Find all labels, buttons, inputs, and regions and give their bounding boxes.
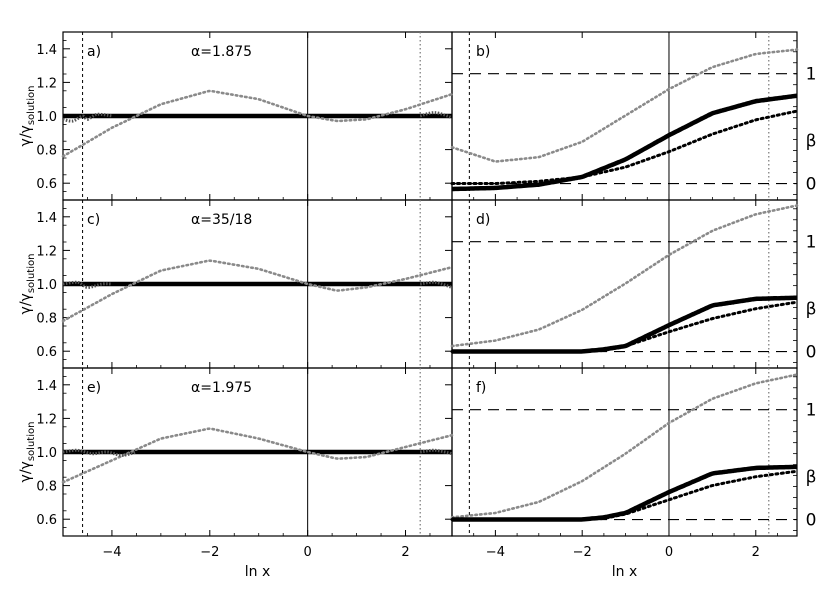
level-label-beta: β (806, 468, 817, 488)
y-tick-label: 0.6 (36, 177, 57, 192)
x-tick-label: −2 (573, 545, 592, 560)
series-f-upper (450, 373, 799, 519)
series-a-reference (419, 111, 453, 120)
series-d-middle (452, 295, 798, 354)
level-label-1: 1 (806, 401, 817, 421)
series-e-reference (62, 448, 137, 457)
y-axis-label: γ/γsolution (18, 86, 37, 147)
y-tick-label: 0.8 (36, 312, 57, 327)
x-axis-label: ln x (245, 564, 271, 580)
y-axis-label: γ/γsolution (18, 422, 37, 483)
alpha-label-c: α=35/18 (191, 212, 252, 228)
y-tick-label: 0.6 (36, 513, 57, 528)
y-tick-label: 1.0 (36, 110, 57, 125)
x-tick-label: 0 (304, 545, 312, 560)
panel-label-c: c) (87, 212, 100, 228)
y-tick-label: 0.8 (36, 144, 57, 159)
panel-label-b: b) (476, 44, 490, 60)
x-tick-label: −4 (486, 545, 505, 560)
level-label-0: 0 (806, 175, 817, 195)
x-tick-label: −4 (102, 545, 121, 560)
y-tick-label: 1.4 (36, 379, 57, 394)
y-tick-label: 1.0 (36, 446, 57, 461)
y-tick-label: 0.8 (36, 480, 57, 495)
x-tick-label: 2 (401, 545, 409, 560)
series-b-lower (450, 109, 799, 186)
x-axis-label: ln x (612, 564, 638, 580)
y-tick-label: 1.4 (36, 43, 57, 58)
x-tick-label: −2 (200, 545, 219, 560)
level-label-1: 1 (806, 65, 817, 85)
series-b-upper (450, 48, 799, 163)
level-label-0: 0 (806, 343, 817, 363)
panel-label-d: d) (476, 212, 490, 228)
series-d-upper (450, 204, 799, 348)
series-c-reference (419, 280, 453, 289)
x-tick-label: 2 (752, 545, 760, 560)
alpha-label-a: α=1.875 (191, 44, 252, 60)
series-e-reference (419, 448, 453, 456)
series-d-lower (450, 300, 799, 353)
y-tick-label: 1.0 (36, 278, 57, 293)
series-b-middle (451, 93, 798, 192)
alpha-label-e: α=1.975 (191, 380, 252, 396)
series-e-oscillating (61, 427, 454, 484)
y-tick-label: 1.2 (36, 244, 57, 259)
text-labels: 0.6 0.8 1.0 1.2 1.4 γ/γsolution α=1.875 a) 1 β 0 b)… (18, 43, 816, 580)
panel-label-e: e) (87, 380, 101, 396)
panel-label-f: f) (476, 380, 486, 396)
y-axis-label: γ/γsolution (18, 254, 37, 315)
panel-label-a: a) (87, 44, 101, 60)
y-tick-label: 0.6 (36, 345, 57, 360)
series-a-oscillating (61, 89, 454, 158)
y-tick-label: 1.2 (36, 412, 57, 427)
data-series (61, 48, 799, 522)
level-label-0: 0 (806, 511, 817, 531)
y-tick-label: 1.2 (36, 76, 57, 91)
level-label-1: 1 (806, 233, 817, 253)
series-a-reference (62, 112, 113, 123)
level-label-beta: β (806, 132, 817, 152)
series-c-oscillating (61, 259, 454, 323)
x-tick-label: 0 (665, 545, 673, 560)
y-tick-label: 1.4 (36, 211, 57, 226)
series-c-reference (62, 280, 112, 289)
level-label-beta: β (806, 300, 817, 320)
series-f-lower (450, 469, 799, 521)
